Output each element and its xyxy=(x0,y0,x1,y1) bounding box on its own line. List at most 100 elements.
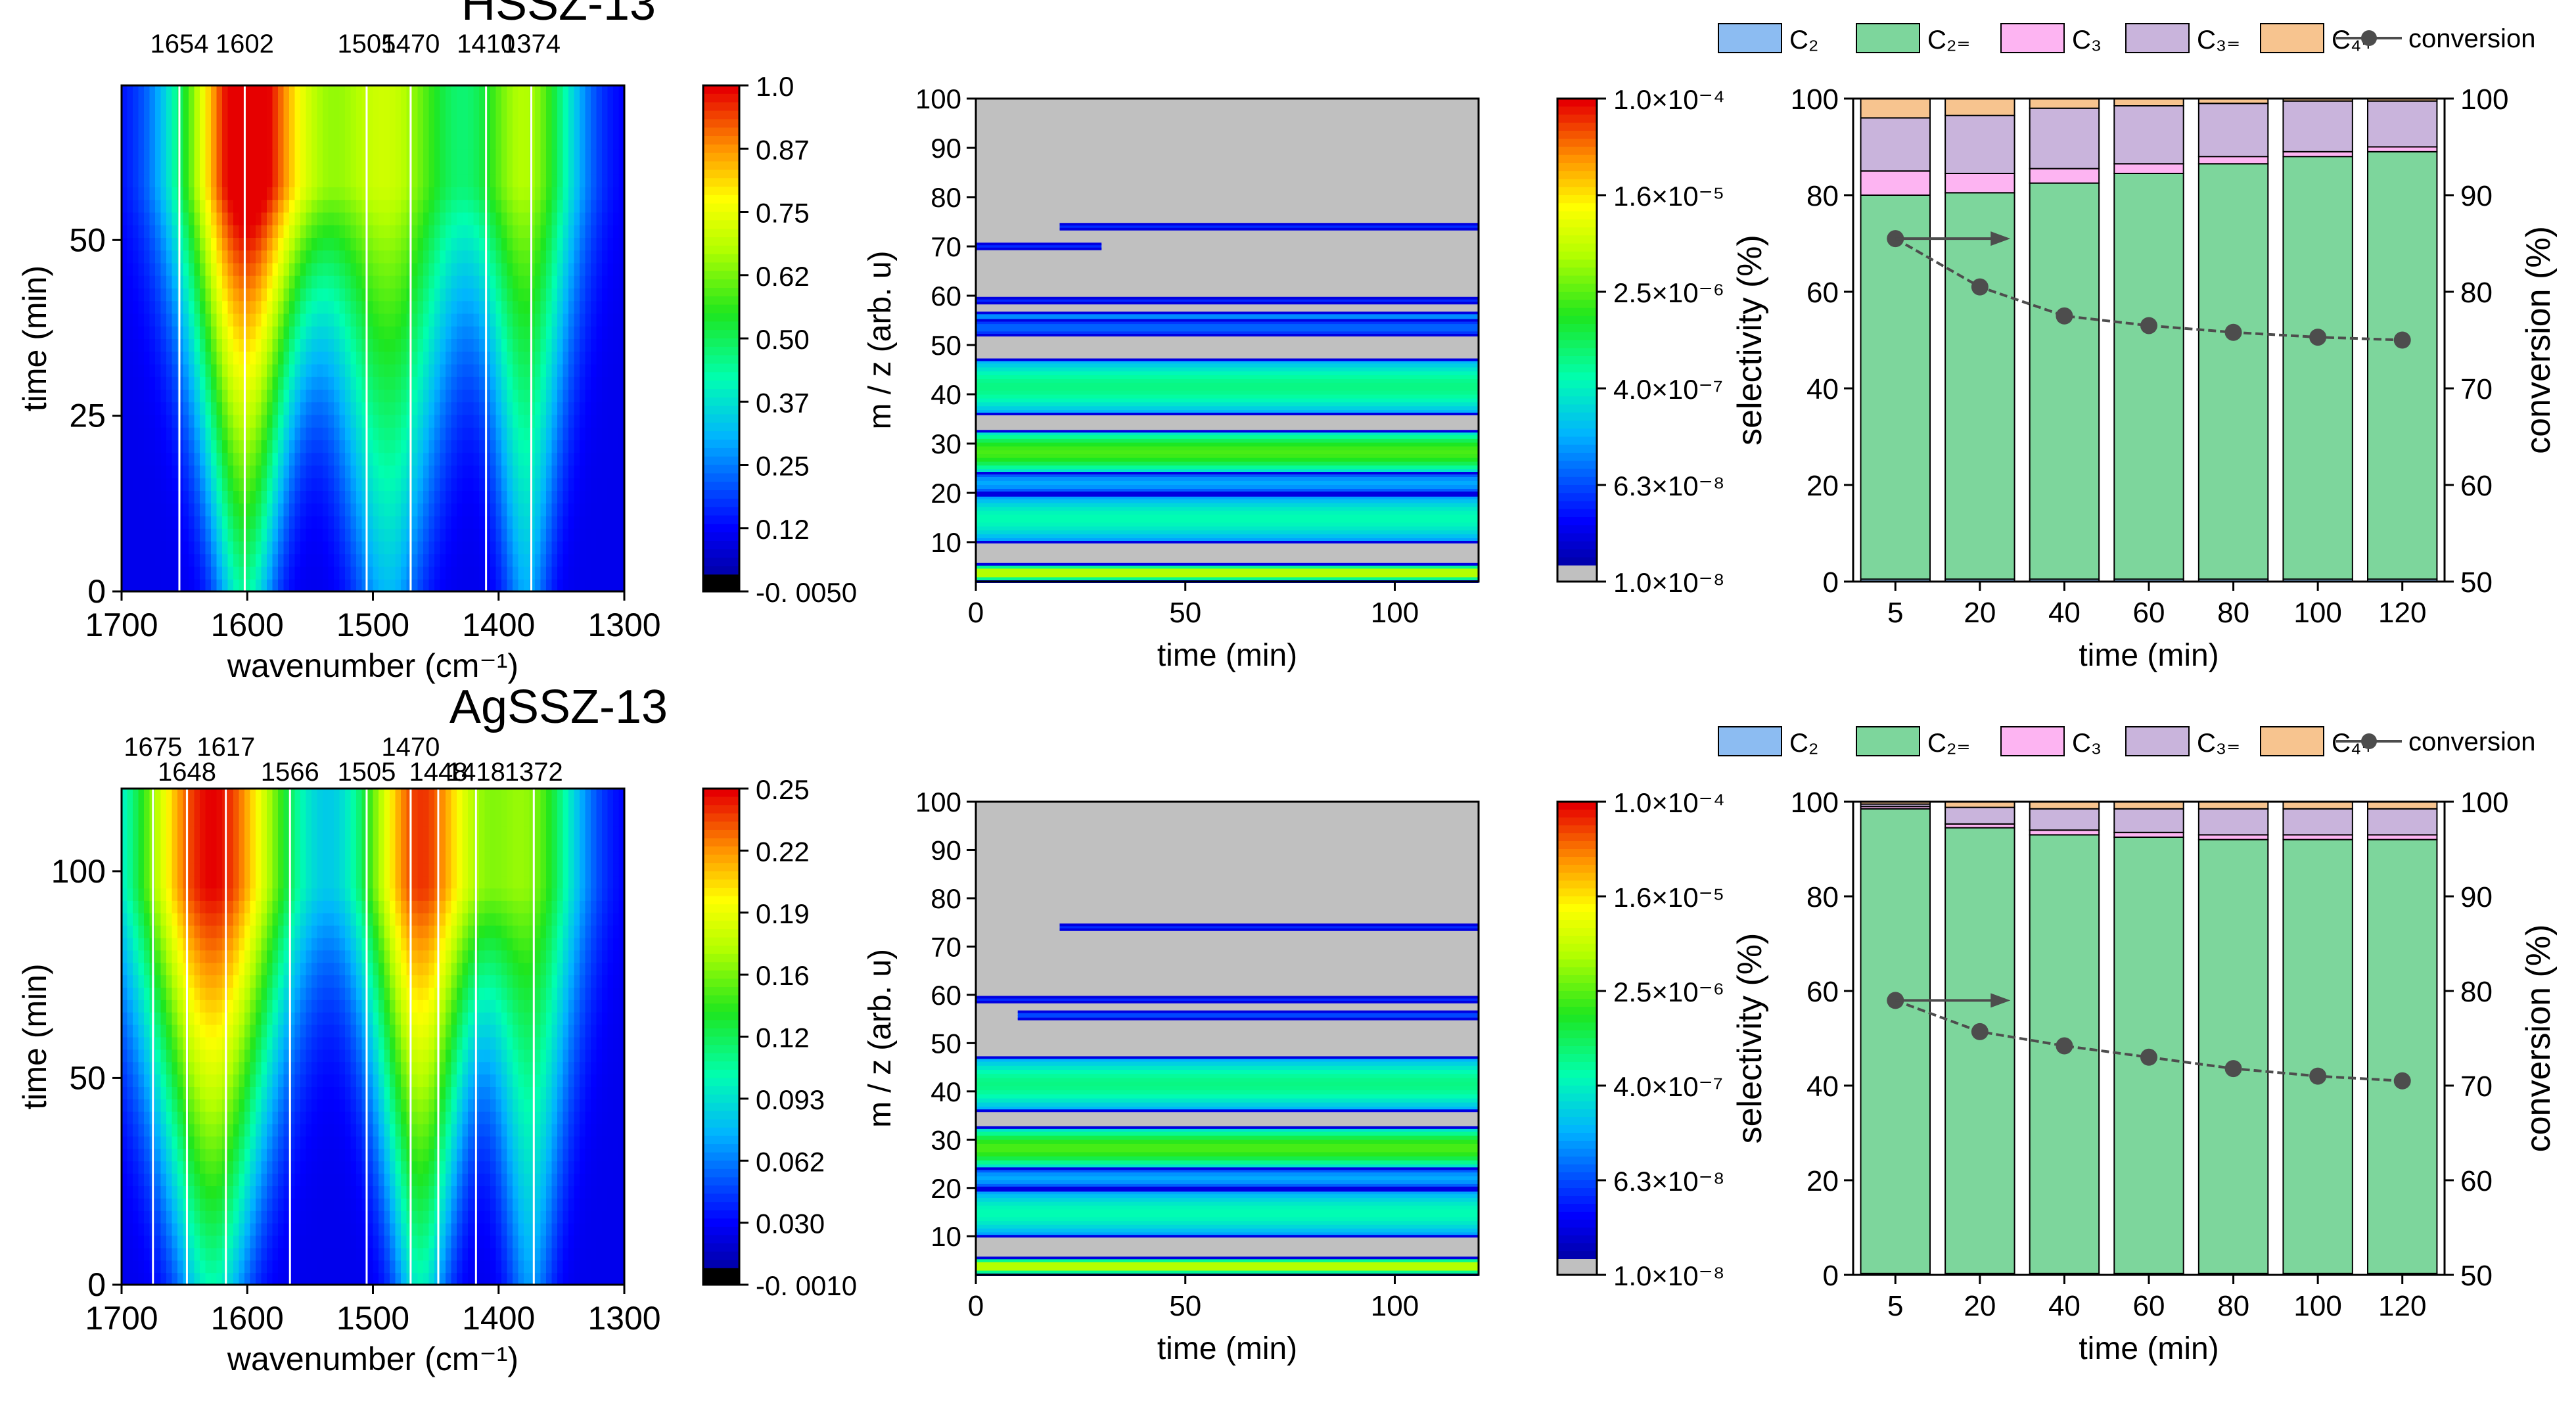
heatmap-cell xyxy=(524,110,530,124)
heatmap-cell xyxy=(468,262,474,276)
heatmap-cell xyxy=(144,313,150,327)
heatmap-cell xyxy=(261,110,267,124)
heatmap-cell xyxy=(618,566,625,580)
heatmap-cell xyxy=(144,1222,150,1236)
heatmap-cell xyxy=(412,325,419,339)
colorbar-segment xyxy=(1557,267,1597,277)
heatmap-cell xyxy=(367,325,374,339)
heatmap-cell xyxy=(244,515,251,529)
heatmap-cell xyxy=(122,224,128,238)
heatmap-cell xyxy=(261,541,267,555)
heatmap-cell xyxy=(122,578,128,592)
heatmap-cell xyxy=(323,85,329,99)
heatmap-cell xyxy=(384,541,390,555)
heatmap-cell xyxy=(613,250,620,264)
ms-band xyxy=(976,457,1479,463)
heatmap-cell xyxy=(557,440,564,453)
heatmap-cell xyxy=(361,288,368,302)
heatmap-cell xyxy=(216,863,223,877)
heatmap-cell xyxy=(390,477,396,491)
heatmap-cell xyxy=(278,325,285,339)
heatmap-cell xyxy=(495,212,502,225)
heatmap-cell xyxy=(289,515,296,529)
heatmap-cell xyxy=(194,149,200,162)
heatmap-cell xyxy=(122,452,128,466)
heatmap-cell xyxy=(244,313,251,327)
heatmap-cell xyxy=(166,541,173,555)
heatmap-cell xyxy=(216,98,223,112)
heatmap-cell xyxy=(328,110,334,124)
heatmap-cell xyxy=(311,325,318,339)
heatmap-cell xyxy=(540,173,547,187)
heatmap-cell xyxy=(574,541,580,555)
heatmap-cell xyxy=(367,402,374,415)
heatmap-cell xyxy=(294,313,301,327)
heatmap-cell xyxy=(334,376,340,390)
heatmap-cell xyxy=(138,1086,145,1099)
heatmap-cell xyxy=(227,515,234,529)
heatmap-cell xyxy=(127,503,133,517)
heatmap-cell xyxy=(412,288,419,302)
y-tick-label: 50 xyxy=(931,330,961,361)
heatmap-cell xyxy=(144,363,150,377)
heatmap-cell xyxy=(172,187,178,200)
heatmap-cell xyxy=(580,440,586,453)
heatmap-cell xyxy=(317,123,323,137)
heatmap-cell xyxy=(345,452,352,466)
heatmap-cell xyxy=(127,1061,133,1075)
heatmap-cell xyxy=(289,566,296,580)
heatmap-cell xyxy=(166,578,173,592)
heatmap-cell xyxy=(591,237,597,251)
heatmap-cell xyxy=(356,528,363,541)
heatmap-cell xyxy=(484,275,491,288)
heatmap-cell xyxy=(484,389,491,403)
heatmap-cell xyxy=(513,566,519,580)
heatmap-cell xyxy=(395,85,402,99)
heatmap-cell xyxy=(267,212,273,225)
heatmap-cell xyxy=(233,813,240,827)
bar-segment-c4plus xyxy=(1860,98,1931,119)
heatmap-cell xyxy=(446,541,452,555)
heatmap-cell xyxy=(233,1098,240,1112)
heatmap-cell xyxy=(580,325,586,339)
heatmap-cell xyxy=(373,288,379,302)
heatmap-cell xyxy=(183,452,189,466)
heatmap-cell xyxy=(256,149,262,162)
heatmap-cell xyxy=(451,173,457,187)
heatmap-cell xyxy=(468,515,474,529)
heatmap-cell xyxy=(468,123,474,137)
heatmap-cell xyxy=(205,1260,212,1274)
heatmap-cell xyxy=(227,789,234,802)
heatmap-cell xyxy=(484,452,491,466)
heatmap-cell xyxy=(551,250,558,264)
heatmap-cell xyxy=(177,1061,184,1075)
heatmap-cell xyxy=(384,149,390,162)
heatmap-cell xyxy=(133,1024,139,1038)
heatmap-cell xyxy=(390,440,396,453)
heatmap-cell xyxy=(133,300,139,314)
heatmap-cell xyxy=(518,275,524,288)
heatmap-cell xyxy=(451,123,457,137)
heatmap-cell xyxy=(384,98,390,112)
heatmap-cell xyxy=(306,224,312,238)
heatmap-cell xyxy=(216,1074,223,1087)
heatmap-cell xyxy=(395,578,402,592)
heatmap-cell xyxy=(440,515,446,529)
heatmap-cell xyxy=(529,98,536,112)
heatmap-cell xyxy=(350,528,357,541)
heatmap-cell xyxy=(501,528,508,541)
heatmap-cell xyxy=(501,173,508,187)
heatmap-cell xyxy=(417,325,424,339)
heatmap-cell xyxy=(250,1161,256,1174)
heatmap-cell xyxy=(160,490,167,504)
heatmap-cell xyxy=(412,528,419,541)
heatmap-cell xyxy=(127,1036,133,1050)
heatmap-cell xyxy=(390,300,396,314)
heatmap-cell xyxy=(462,440,469,453)
y-tick-label: 80 xyxy=(931,182,961,213)
heatmap-cell xyxy=(535,541,541,555)
heatmap-cell xyxy=(160,813,167,827)
heatmap-cell xyxy=(479,149,486,162)
heatmap-cell xyxy=(462,288,469,302)
heatmap-cell xyxy=(568,528,575,541)
